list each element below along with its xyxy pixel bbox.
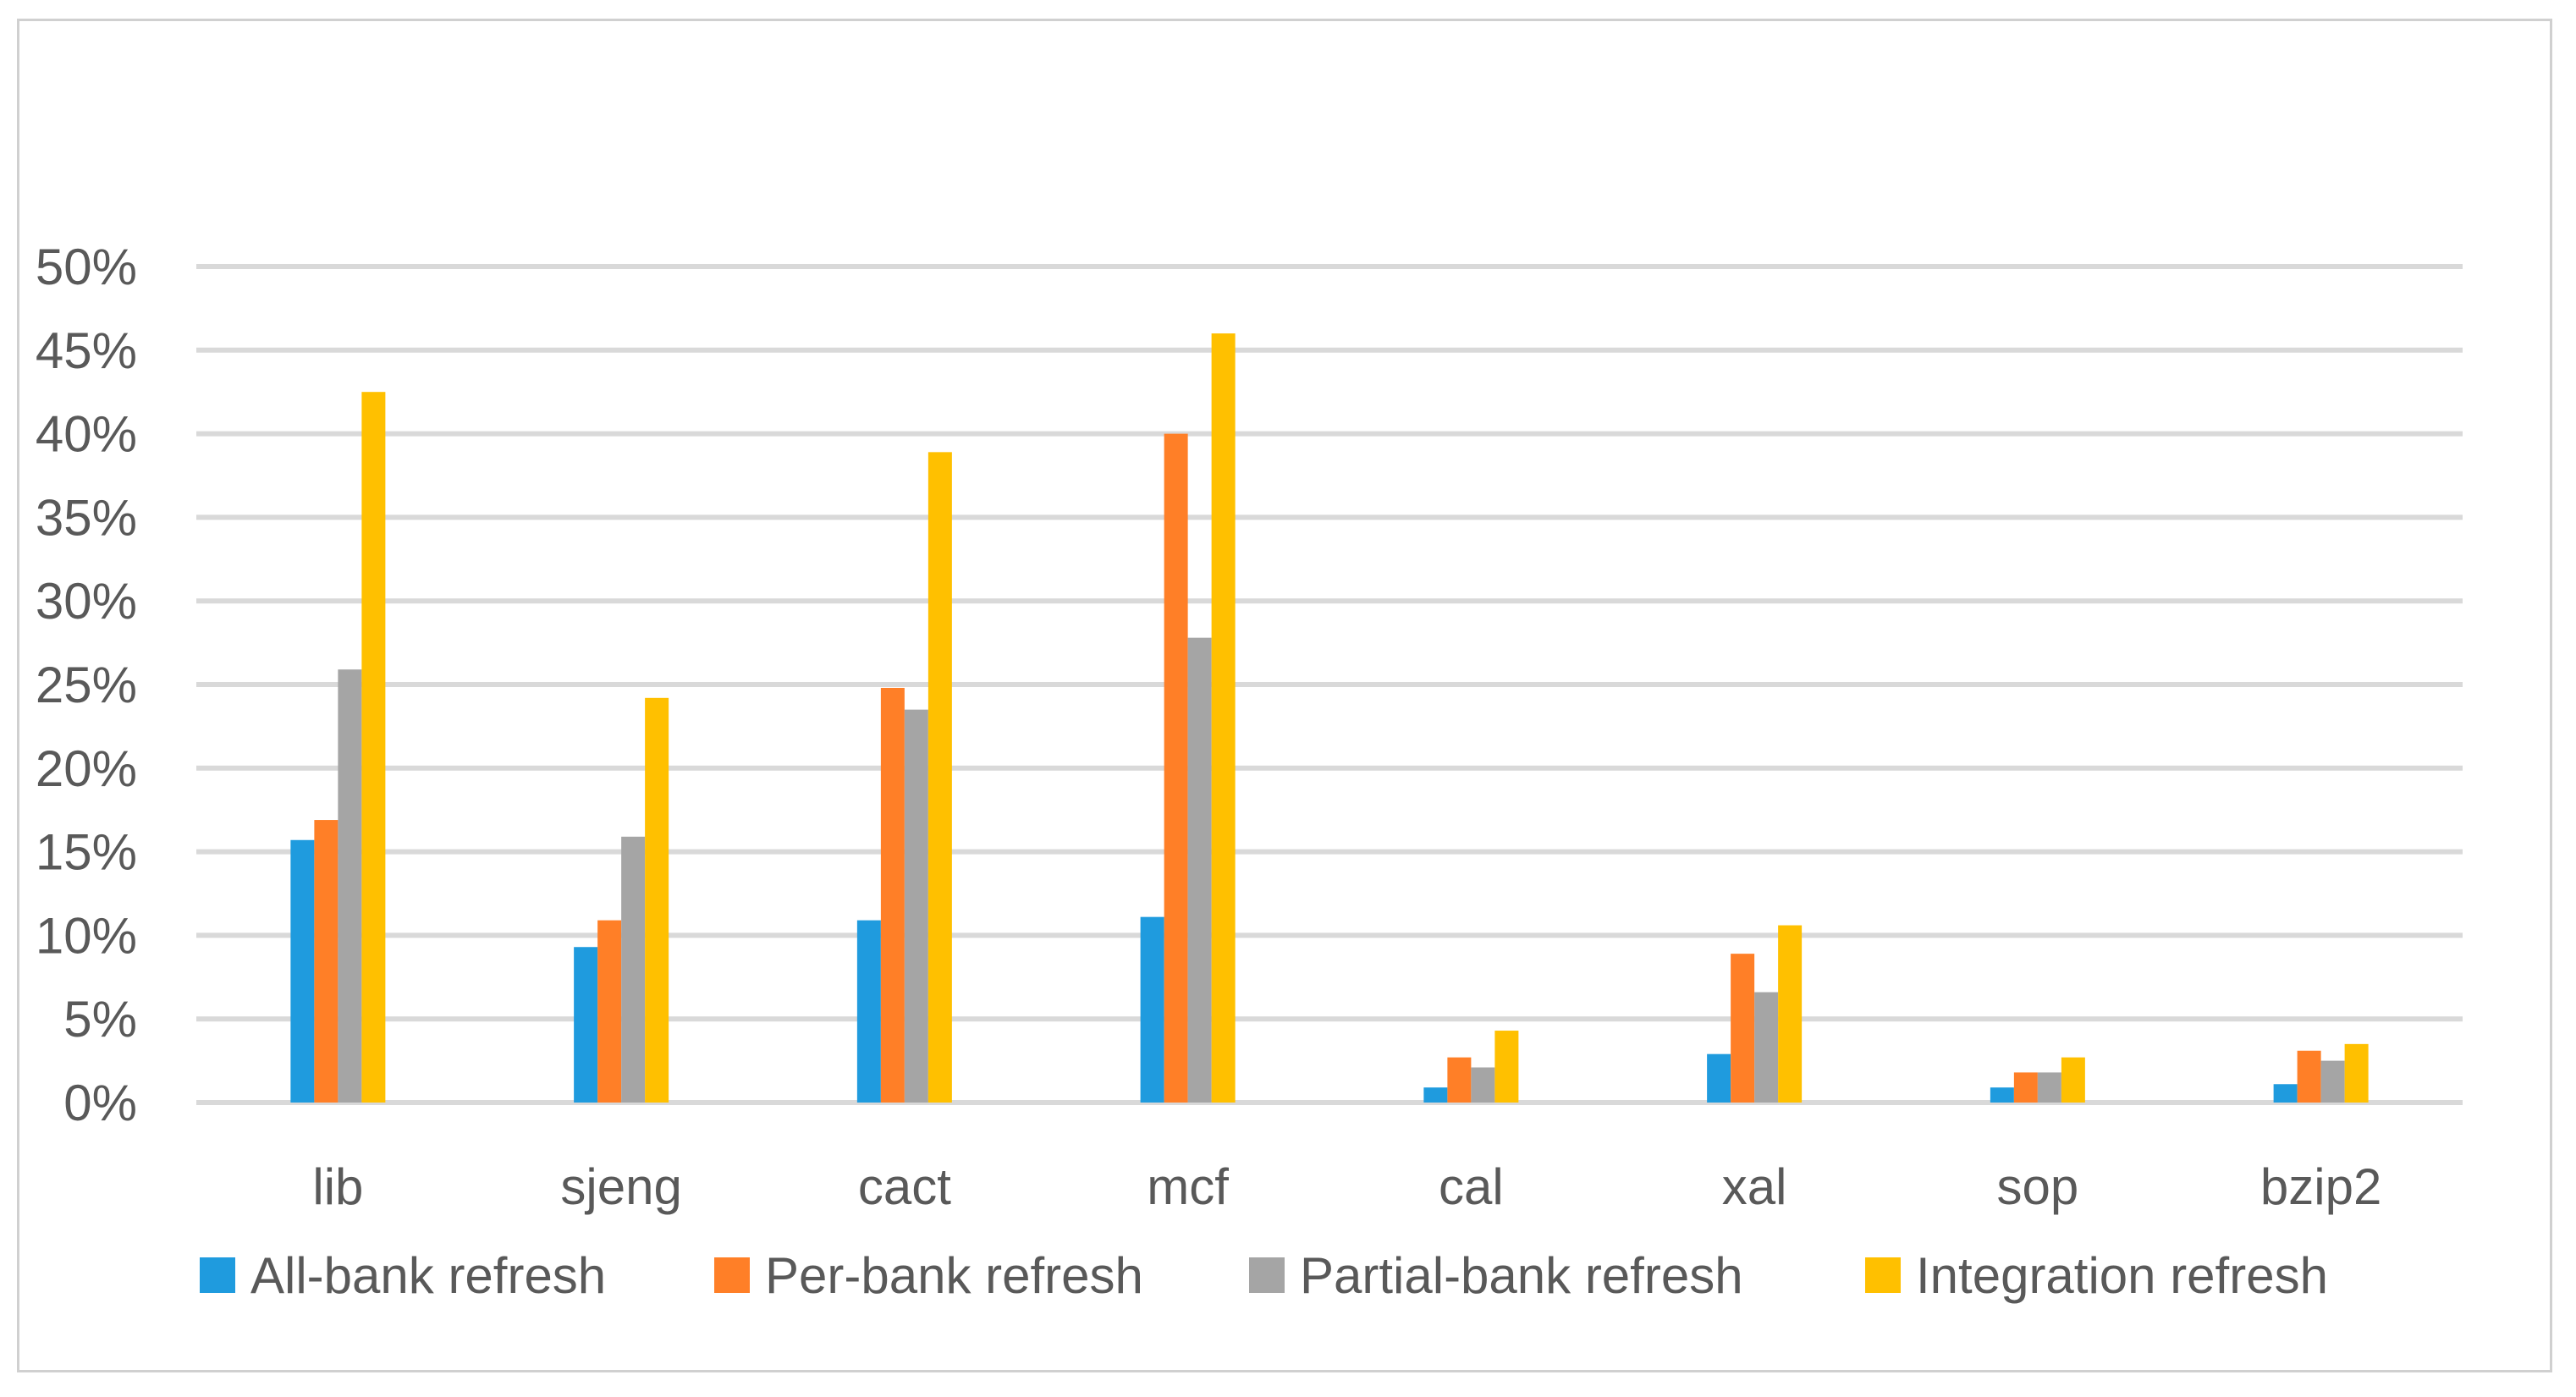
y-tick-label: 40% bbox=[36, 406, 137, 463]
bar-integration-refresh-bzip2 bbox=[2344, 1043, 2369, 1103]
y-tick-label: 0% bbox=[63, 1075, 137, 1131]
bar-all-bank-refresh-mcf bbox=[1140, 916, 1164, 1103]
y-tick-label: 10% bbox=[36, 907, 137, 964]
x-category-label: bzip2 bbox=[2260, 1158, 2381, 1215]
bar-partial-bank-refresh-xal bbox=[1754, 992, 1779, 1103]
y-tick-label: 15% bbox=[36, 824, 137, 881]
bar-partial-bank-refresh-cact bbox=[904, 709, 928, 1103]
bar-per-bank-refresh-mcf bbox=[1164, 433, 1188, 1103]
bar-integration-refresh-cact bbox=[927, 452, 952, 1103]
bar-integration-refresh-lib bbox=[361, 392, 386, 1103]
legend-swatch bbox=[1249, 1257, 1285, 1293]
y-tick-label: 35% bbox=[36, 489, 137, 546]
y-tick-label: 30% bbox=[36, 573, 137, 630]
bar-integration-refresh-mcf bbox=[1211, 333, 1236, 1103]
legend-label: All-bank refresh bbox=[250, 1247, 606, 1304]
bar-integration-refresh-sjeng bbox=[645, 697, 669, 1103]
bar-partial-bank-refresh-sop bbox=[2037, 1072, 2061, 1103]
bar-integration-refresh-xal bbox=[1778, 925, 1803, 1103]
x-axis-category-labels: lib sjeng cact mcf cal xal sop bzip2 bbox=[312, 1158, 2381, 1215]
x-category-label: sjeng bbox=[560, 1158, 681, 1215]
bar-all-bank-refresh-bzip2 bbox=[2273, 1084, 2298, 1103]
bar-per-bank-refresh-cal bbox=[1447, 1057, 1472, 1103]
legend-label: Integration refresh bbox=[1916, 1247, 2328, 1304]
legend-swatch bbox=[200, 1257, 235, 1293]
bar-all-bank-refresh-sjeng bbox=[574, 947, 598, 1103]
bar-partial-bank-refresh-lib bbox=[338, 669, 362, 1103]
bar-all-bank-refresh-cact bbox=[856, 920, 881, 1103]
legend-swatch bbox=[714, 1257, 750, 1293]
x-category-label: mcf bbox=[1147, 1158, 1229, 1215]
bars bbox=[290, 333, 2369, 1103]
bar-per-bank-refresh-sop bbox=[2013, 1072, 2038, 1103]
bar-partial-bank-refresh-cal bbox=[1471, 1067, 1495, 1103]
gridlines bbox=[196, 264, 2463, 1105]
bar-all-bank-refresh-cal bbox=[1423, 1087, 1448, 1103]
legend: All-bank refresh Per-bank refresh Partial-… bbox=[200, 1247, 2328, 1304]
x-category-label: lib bbox=[312, 1158, 363, 1215]
x-category-label: sop bbox=[1997, 1158, 2079, 1215]
bar-partial-bank-refresh-mcf bbox=[1187, 637, 1212, 1103]
chart-frame bbox=[17, 19, 2552, 1372]
bar-partial-bank-refresh-sjeng bbox=[621, 836, 646, 1103]
legend-label: Partial-bank refresh bbox=[1300, 1247, 1743, 1304]
bar-integration-refresh-cal bbox=[1494, 1031, 1519, 1103]
y-tick-label: 45% bbox=[36, 322, 137, 379]
x-category-label: cal bbox=[1439, 1158, 1504, 1215]
bar-per-bank-refresh-sjeng bbox=[597, 920, 622, 1103]
legend-swatch bbox=[1865, 1257, 1901, 1293]
y-axis-tick-labels: 0% 5% 10% 15% 20% 25% 30% 35% 40% 45% 50% bbox=[36, 239, 137, 1131]
y-tick-label: 20% bbox=[36, 740, 137, 797]
bar-all-bank-refresh-sop bbox=[1990, 1087, 2014, 1103]
bar-partial-bank-refresh-bzip2 bbox=[2320, 1060, 2345, 1103]
bar-all-bank-refresh-lib bbox=[290, 839, 315, 1103]
y-tick-label: 5% bbox=[63, 991, 137, 1048]
x-category-label: xal bbox=[1722, 1158, 1787, 1215]
y-tick-label: 50% bbox=[36, 239, 137, 295]
bar-integration-refresh-sop bbox=[2061, 1057, 2085, 1103]
bar-per-bank-refresh-cact bbox=[880, 687, 905, 1103]
legend-label: Per-bank refresh bbox=[765, 1247, 1143, 1304]
y-tick-label: 25% bbox=[36, 657, 137, 713]
bar-all-bank-refresh-xal bbox=[1707, 1053, 1731, 1103]
bar-per-bank-refresh-lib bbox=[314, 820, 339, 1103]
x-category-label: cact bbox=[858, 1158, 951, 1215]
bar-per-bank-refresh-bzip2 bbox=[2297, 1050, 2321, 1103]
bar-per-bank-refresh-xal bbox=[1731, 954, 1755, 1103]
